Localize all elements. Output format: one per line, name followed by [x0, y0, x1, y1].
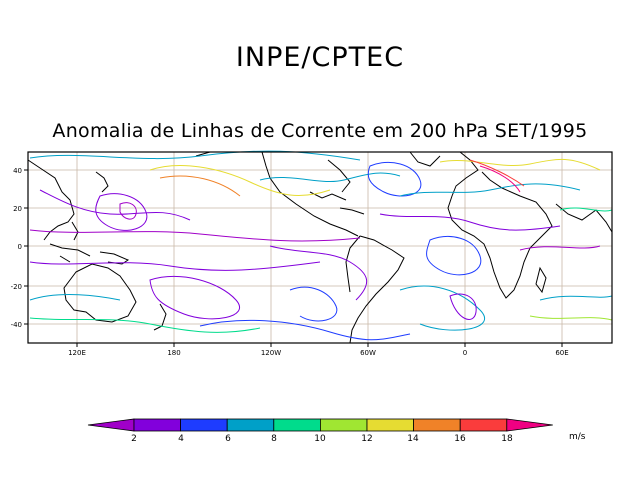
- north-america-coast: [195, 151, 359, 237]
- lon-label: 0: [463, 349, 467, 357]
- colorbar-label: 6: [225, 434, 231, 444]
- streamline: [539, 295, 613, 301]
- map-frame: [27, 151, 613, 344]
- streamline: [149, 276, 240, 320]
- streamlines: [29, 150, 613, 341]
- lat-label: -20: [11, 283, 22, 291]
- streamline: [399, 183, 581, 197]
- japan-coast: [95, 171, 109, 193]
- papua-coast: [99, 251, 130, 265]
- streamline: [519, 245, 601, 251]
- streamline: [119, 202, 137, 220]
- lat-label: 40: [13, 167, 22, 175]
- lon-label: 60W: [360, 349, 376, 357]
- streamline: [439, 158, 601, 171]
- streamline: [426, 236, 482, 276]
- streamline: [469, 159, 525, 187]
- colorbar-left-arrow: [87, 418, 135, 432]
- colorbar-label: 2: [131, 434, 137, 444]
- streamline: [379, 213, 561, 231]
- streamline: [559, 207, 613, 212]
- caribbean-coast: [309, 191, 365, 215]
- new-zealand-coast: [153, 303, 167, 331]
- colorbar-right-arrow: [506, 418, 553, 432]
- asia-coast: [27, 159, 75, 241]
- lat-label: 0: [18, 243, 22, 251]
- colorbar: [87, 418, 553, 432]
- organization-title: INPE/CPTEC: [235, 42, 405, 73]
- lat-gridlines: [28, 169, 612, 325]
- lon-tick-marks: [76, 343, 563, 347]
- colorbar-segment: [459, 418, 508, 432]
- lon-label: 120W: [261, 349, 281, 357]
- streamline: [289, 286, 338, 322]
- streamline: [269, 245, 367, 301]
- colorbar-label: 4: [178, 434, 184, 444]
- lat-tick-marks: [24, 169, 28, 325]
- australia-coast: [63, 263, 137, 323]
- na-east-coast: [327, 159, 351, 193]
- streamline: [529, 315, 613, 321]
- streamline: [199, 319, 411, 341]
- colorbar-label: 16: [454, 434, 466, 444]
- colorbar-label: 10: [314, 434, 326, 444]
- lon-label: 120E: [68, 349, 86, 357]
- colorbar-units: m/s: [569, 432, 586, 442]
- streamline: [29, 261, 321, 271]
- colorbar-segment: [273, 418, 321, 432]
- streamline: [479, 165, 521, 193]
- south-america-coast: [345, 235, 405, 344]
- streamline: [29, 294, 121, 301]
- streamline: [39, 189, 191, 221]
- streamline: [449, 293, 477, 320]
- streamline: [159, 175, 241, 197]
- streamline: [259, 172, 401, 183]
- greenland-coast: [409, 151, 441, 167]
- map-title: Anomalia de Linhas de Corrente em 200 hP…: [52, 120, 588, 142]
- coastlines: [27, 151, 613, 344]
- lon-label: 60E: [555, 349, 568, 357]
- colorbar-label: 14: [407, 434, 419, 444]
- colorbar-label: 18: [501, 434, 513, 444]
- colorbar-segment: [133, 418, 181, 432]
- colorbar-segment: [366, 418, 414, 432]
- colorbar-label: 12: [361, 434, 372, 444]
- lat-label: -40: [11, 321, 22, 329]
- streamline: [29, 229, 361, 242]
- colorbar-segment: [319, 418, 368, 432]
- streamline: [149, 165, 331, 197]
- colorbar-segment: [180, 418, 228, 432]
- colorbar-segment: [226, 418, 275, 432]
- lat-label: 20: [13, 205, 22, 213]
- streamline: [29, 150, 361, 161]
- streamline: [29, 317, 261, 333]
- europe-africa-coast: [447, 151, 553, 299]
- asia-south-coast: [555, 203, 613, 233]
- streamline: [95, 193, 148, 231]
- streamline: [399, 285, 486, 331]
- lon-label: 180: [167, 349, 180, 357]
- madagascar-coast: [535, 266, 547, 294]
- colorbar-segment: [413, 418, 461, 432]
- streamline: [367, 162, 422, 197]
- map-area: [28, 152, 612, 343]
- colorbar-label: 8: [271, 434, 277, 444]
